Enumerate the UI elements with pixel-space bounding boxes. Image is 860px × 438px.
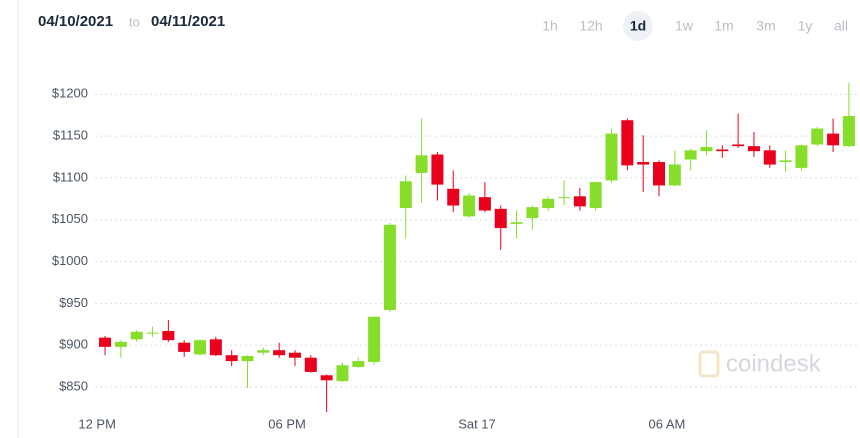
candle-body	[241, 356, 254, 362]
candle-body	[621, 120, 634, 166]
candle-body	[194, 340, 207, 355]
candle-body	[668, 164, 681, 186]
range-button[interactable]: 12h	[579, 18, 602, 34]
candle-body	[114, 341, 127, 347]
candle-body	[463, 195, 476, 217]
watermark: coindesk	[726, 350, 822, 377]
y-tick-label: $850	[59, 378, 88, 393]
candle-body	[637, 162, 650, 165]
x-tick-label: Sat 17	[458, 416, 496, 431]
plot: $850 $900 $950 $1000 $1050 $1100 $1150 $1200 12 …	[52, 82, 860, 431]
candle-body	[684, 150, 697, 160]
candle-body	[415, 155, 428, 173]
range-button[interactable]: 1m	[714, 18, 733, 34]
y-tick-label: $1150	[53, 128, 88, 143]
x-tick-label: 12 PM	[78, 416, 116, 431]
candle-body	[273, 350, 286, 356]
date-separator: to	[129, 14, 140, 29]
range-selector: 1h 12h 1d 1w 1m 3m 1y all	[542, 11, 848, 41]
candle-body	[652, 162, 665, 186]
candle-body	[478, 197, 491, 211]
candle-body	[716, 149, 729, 152]
candle-body	[510, 222, 523, 224]
candle-body	[747, 146, 760, 152]
y-tick-label: $1050	[52, 211, 88, 226]
candle-body	[288, 352, 301, 358]
candle-body	[162, 330, 175, 341]
candle-body	[257, 350, 270, 353]
candle-body	[399, 181, 412, 209]
candle-body	[146, 332, 159, 334]
watermark-logo	[698, 350, 720, 378]
candle-body	[795, 145, 808, 168]
candle-body	[209, 339, 222, 356]
y-tick-label: $900	[59, 337, 88, 352]
candle-body	[542, 198, 555, 209]
range-button[interactable]: 1y	[798, 18, 813, 34]
candle-body	[842, 116, 855, 147]
candle-body	[763, 150, 776, 165]
candle-body	[589, 182, 602, 209]
candle-body	[368, 316, 381, 362]
active-range-bg	[623, 11, 653, 41]
x-tick-label: 06 AM	[648, 416, 685, 431]
y-tick-label: $1100	[53, 169, 88, 184]
range-button[interactable]: 3m	[756, 18, 775, 34]
range-button[interactable]: 1w	[675, 18, 694, 34]
y-tick-label: $1200	[52, 86, 88, 101]
candle-body	[573, 196, 586, 207]
date-from: 04/10/2021	[38, 13, 113, 30]
candle-body	[304, 357, 317, 372]
candle-body	[320, 375, 333, 381]
candle-body	[352, 361, 365, 367]
candle-body	[431, 154, 444, 185]
candle-body	[732, 144, 745, 147]
candle-body	[526, 207, 539, 219]
candle-body	[779, 160, 792, 163]
candle-body	[700, 146, 713, 152]
candle-body	[558, 197, 571, 199]
candle-body	[447, 188, 460, 206]
range-button[interactable]: 1h	[542, 18, 558, 34]
range-button[interactable]: all	[834, 18, 848, 34]
y-tick-label: $950	[59, 295, 88, 310]
y-tick-label: $1000	[52, 253, 88, 268]
candle-body	[605, 133, 618, 181]
candle-body	[827, 133, 840, 146]
candle-body	[225, 355, 238, 362]
candle-body	[383, 224, 396, 311]
date-to: 04/11/2021	[151, 13, 225, 30]
candle-body	[178, 342, 191, 352]
range-button[interactable]: 1d	[630, 18, 646, 34]
candle-body	[811, 128, 824, 145]
candle-body	[494, 208, 507, 229]
candle-body	[99, 337, 112, 347]
candle-body	[130, 331, 143, 340]
candle-body	[336, 365, 349, 382]
x-tick-label: 06 PM	[268, 416, 306, 431]
